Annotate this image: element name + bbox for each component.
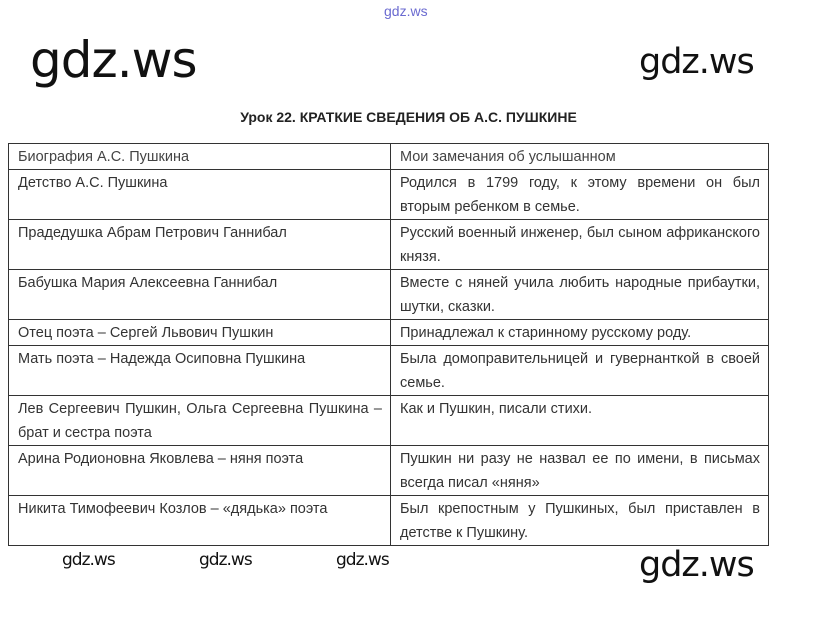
cell-note: Родился в 1799 году, к этому времени он …	[390, 169, 769, 220]
watermark: gdz.ws	[639, 545, 755, 585]
table-row: Никита Тимофеевич Козлов – «дядька» поэт…	[8, 495, 769, 546]
table-row: Прадедушка Абрам Петрович Ганнибал Русски…	[8, 219, 769, 270]
watermark: gdz.ws	[30, 31, 198, 89]
cell-person: Детство А.С. Пушкина	[8, 169, 391, 220]
cell-note: Вместе с няней учила любить народные при…	[390, 269, 769, 320]
cell-person: Прадедушка Абрам Петрович Ганнибал	[8, 219, 391, 270]
table-row: Мать поэта – Надежда Осиповна Пушкина Был…	[8, 345, 769, 396]
cell-person: Никита Тимофеевич Козлов – «дядька» поэт…	[8, 495, 391, 546]
table-header-row: Биография А.С. Пушкина Мои замечания об …	[8, 143, 769, 170]
cell-person: Арина Родионовна Яковлева – няня поэта	[8, 445, 391, 496]
watermark: gdz.ws	[336, 550, 390, 570]
top-watermark: gdz.ws	[384, 3, 428, 19]
header-notes: Мои замечания об услышанном	[390, 143, 769, 170]
cell-note: Как и Пушкин, писали стихи.	[390, 395, 769, 446]
cell-note: Пушкин ни разу не назвал ее по имени, в …	[390, 445, 769, 496]
cell-note: Была домоправительницей и гувернанткой в…	[390, 345, 769, 396]
cell-person: Лев Сергеевич Пушкин, Ольга Сергеевна Пу…	[8, 395, 391, 446]
watermark: gdz.ws	[639, 42, 755, 82]
biography-table: Биография А.С. Пушкина Мои замечания об …	[8, 143, 769, 546]
table-row: Отец поэта – Сергей Львович Пушкин Принад…	[8, 319, 769, 346]
table-row: Бабушка Мария Алексеевна Ганнибал Вместе …	[8, 269, 769, 320]
cell-note: Был крепостным у Пушкиных, был приставле…	[390, 495, 769, 546]
page-title: Урок 22. КРАТКИЕ СВЕДЕНИЯ ОБ А.С. ПУШКИН…	[240, 109, 577, 125]
cell-person: Бабушка Мария Алексеевна Ганнибал	[8, 269, 391, 320]
header-biography: Биография А.С. Пушкина	[8, 143, 391, 170]
cell-person: Отец поэта – Сергей Львович Пушкин	[8, 319, 391, 346]
watermark: gdz.ws	[62, 550, 116, 570]
cell-note: Принадлежал к старинному русскому роду.	[390, 319, 769, 346]
table-row: Арина Родионовна Яковлева – няня поэта Пу…	[8, 445, 769, 496]
cell-note: Русский военный инженер, был сыном африк…	[390, 219, 769, 270]
watermark: gdz.ws	[199, 550, 253, 570]
cell-person: Мать поэта – Надежда Осиповна Пушкина	[8, 345, 391, 396]
table-row: Детство А.С. Пушкина Родился в 1799 году,…	[8, 169, 769, 220]
table-row: Лев Сергеевич Пушкин, Ольга Сергеевна Пу…	[8, 395, 769, 446]
